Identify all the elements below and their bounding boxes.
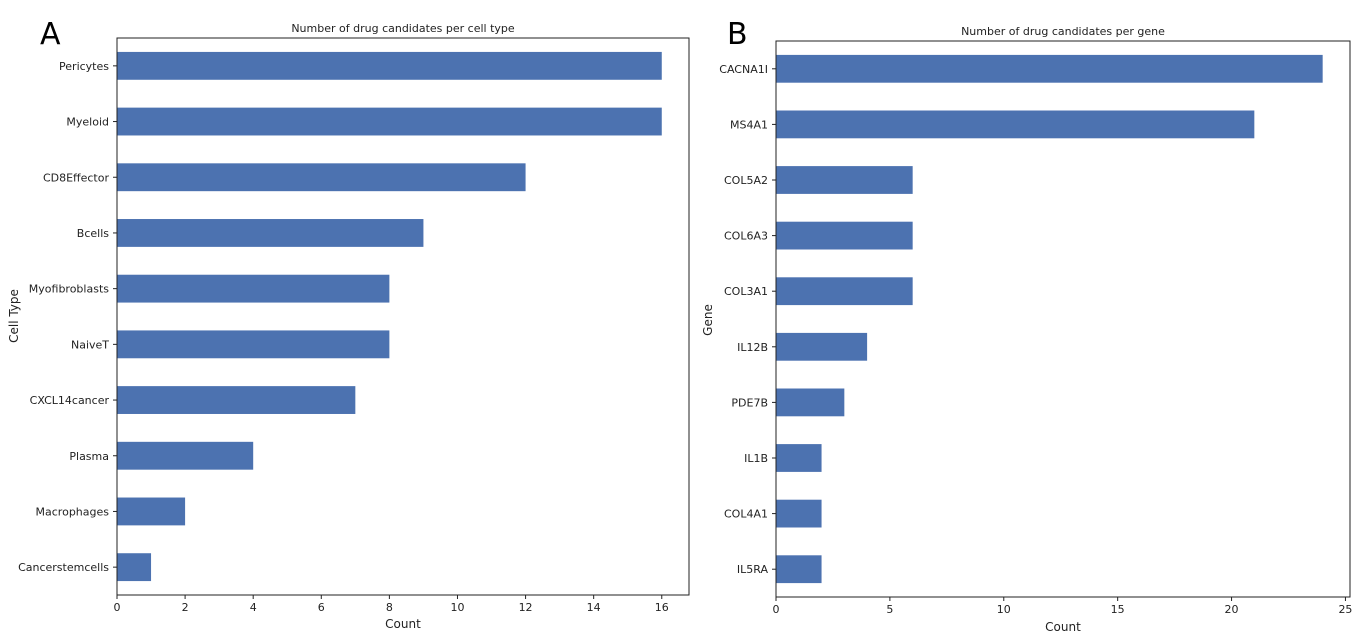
x-tick-label: 14	[587, 601, 601, 614]
x-tick-label: 10	[997, 603, 1011, 616]
bar-il1b	[776, 444, 822, 472]
bar-cxcl14cancer	[117, 386, 356, 414]
bar-col5a2	[776, 166, 913, 194]
plot-frame	[775, 40, 1351, 598]
plot-frame	[116, 37, 690, 596]
bar-cd8effector	[117, 163, 526, 192]
x-tick-labels: 0 2 4 6 8 10 12 14 16	[114, 595, 669, 614]
bar-col6a3	[776, 221, 913, 250]
y-tick-label: Pericytes	[59, 60, 109, 73]
x-tick-label: 4	[250, 601, 257, 614]
chart-title: Number of drug candidates per cell type	[291, 22, 515, 35]
bar-group	[776, 54, 1323, 584]
chart-gene: Number of drug candidates per gene CACNA…	[701, 25, 1352, 634]
y-tick-label: COL3A1	[724, 285, 768, 298]
y-tick-label: COL6A3	[724, 230, 768, 243]
y-tick-label: Cancerstemcells	[18, 561, 109, 574]
bar-cancerstemcells	[117, 553, 152, 582]
y-tick-label: IL12B	[737, 341, 768, 354]
y-tick-label: PDE7B	[731, 396, 768, 409]
x-axis-label: Count	[385, 617, 421, 631]
x-tick-label: 16	[655, 601, 669, 614]
x-tick-label: 8	[386, 601, 393, 614]
x-tick-label: 5	[886, 603, 893, 616]
bar-myeloid	[117, 107, 662, 136]
panel-letter-b: B	[727, 17, 748, 52]
bar-cacna1i	[776, 54, 1323, 83]
x-tick-label: 12	[519, 601, 533, 614]
bar-il12b	[776, 332, 868, 361]
x-tick-label: 15	[1111, 603, 1125, 616]
y-tick-label: COL5A2	[724, 174, 768, 187]
y-tick-labels: Pericytes Myeloid CD8Effector Bcells Myofibr…	[18, 60, 117, 574]
y-tick-label: COL4A1	[724, 508, 768, 521]
y-tick-label: Bcells	[77, 227, 109, 240]
x-axis-label: Count	[1045, 620, 1081, 634]
x-tick-label: 25	[1338, 603, 1352, 616]
y-tick-label: Myofibroblasts	[29, 283, 109, 296]
y-axis-label: Cell Type	[7, 289, 21, 343]
bar-group	[117, 51, 662, 582]
bar-naivet	[117, 330, 390, 359]
x-tick-label: 10	[450, 601, 464, 614]
x-tick-label: 6	[318, 601, 325, 614]
bar-pericytes	[117, 51, 662, 80]
y-tick-label: IL5RA	[737, 563, 769, 576]
bar-myofibroblasts	[117, 274, 390, 303]
x-tick-label: 20	[1225, 603, 1239, 616]
bar-col4a1	[776, 499, 822, 528]
y-tick-label: CD8Effector	[43, 171, 110, 184]
x-tick-label: 0	[773, 603, 780, 616]
y-tick-labels: CACNA1I MS4A1 COL5A2 COL6A3 COL3A1 IL12B PDE7B…	[719, 63, 776, 576]
chart-title: Number of drug candidates per gene	[961, 25, 1165, 38]
bar-bcells	[117, 219, 424, 247]
y-tick-label: Macrophages	[36, 505, 110, 518]
x-tick-label: 2	[182, 601, 189, 614]
y-tick-label: Plasma	[69, 450, 109, 463]
bar-plasma	[117, 441, 254, 470]
bar-pde7b	[776, 388, 845, 417]
y-tick-label: MS4A1	[730, 118, 768, 131]
bar-col3a1	[776, 277, 913, 306]
y-tick-label: Myeloid	[66, 116, 109, 129]
bar-macrophages	[117, 497, 186, 526]
y-axis-label: Gene	[701, 304, 715, 336]
y-tick-label: CACNA1I	[719, 63, 768, 76]
y-tick-label: NaiveT	[71, 338, 109, 351]
y-tick-label: IL1B	[744, 452, 768, 465]
y-tick-label: CXCL14cancer	[30, 394, 110, 407]
bar-il5ra	[776, 555, 822, 584]
x-tick-labels: 0 5 10 15 20 25	[773, 597, 1352, 616]
chart-cell-type: Number of drug candidates per cell type …	[7, 22, 690, 631]
x-tick-label: 0	[114, 601, 121, 614]
bar-ms4a1	[776, 110, 1255, 139]
panel-letter-a: A	[40, 17, 61, 52]
